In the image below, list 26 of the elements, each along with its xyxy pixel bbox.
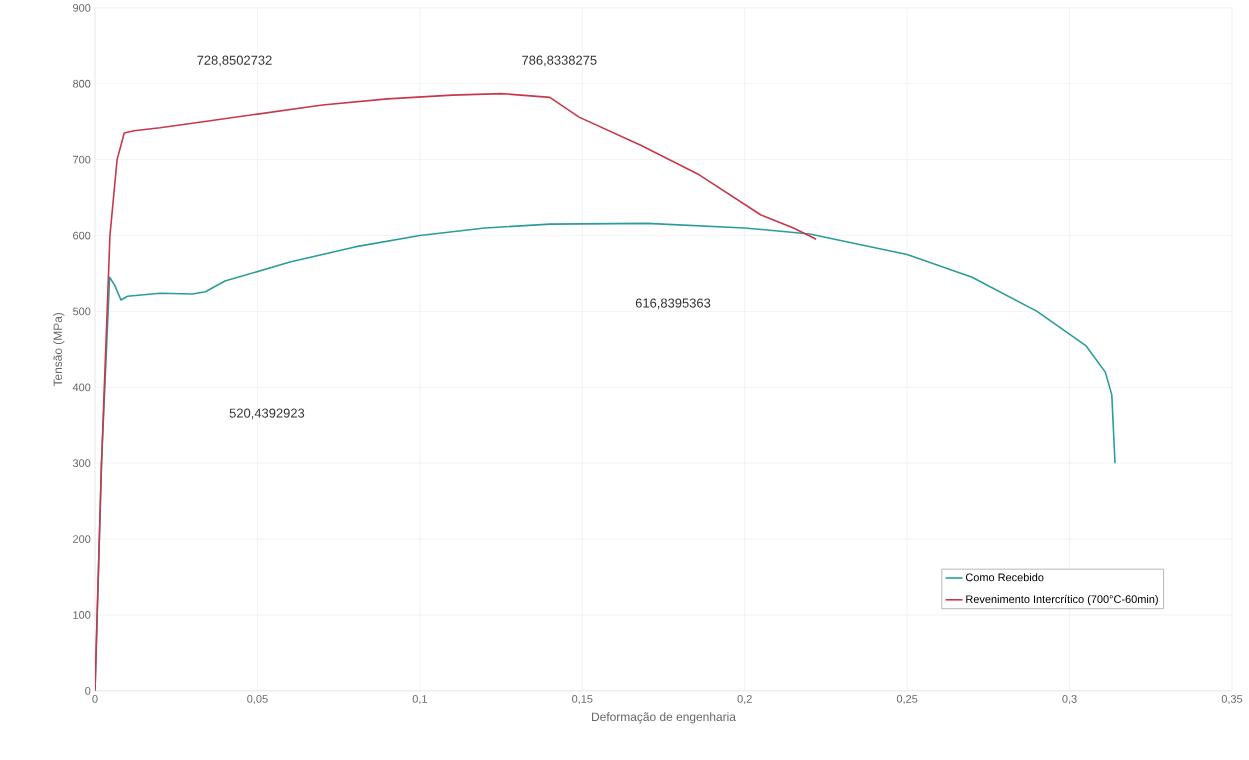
x-tick-label: 0,35	[1221, 695, 1243, 705]
x-tick-label: 0,15	[572, 695, 593, 705]
y-tick-label: 500	[72, 307, 91, 316]
x-tick-label: 0,3	[1062, 695, 1077, 705]
legend-label: Revenimento Intercrítico (700°C-60min)	[966, 594, 1158, 606]
annotation: 520,4392923	[229, 408, 305, 420]
x-tick-label: 0,25	[896, 695, 918, 705]
y-axis-title: Tensão (MPa)	[53, 312, 65, 387]
x-tick-label: 0,1	[412, 695, 427, 705]
x-tick-label: 0,2	[737, 695, 752, 705]
y-tick-label: 300	[72, 459, 91, 468]
x-axis-title: Deformação de engenharia	[592, 712, 736, 724]
legend-label: Como Recebido	[965, 573, 1044, 582]
y-tick-label: 800	[73, 79, 91, 88]
annotation: 616,8395363	[635, 298, 711, 310]
y-tick-label: 0	[85, 687, 91, 695]
y-tick-label: 200	[73, 535, 91, 544]
annotation: 728,8502732	[197, 55, 272, 67]
y-tick-label: 700	[73, 155, 91, 164]
y-tick-label: 600	[73, 231, 91, 240]
annotation: 786,8338275	[522, 55, 597, 67]
y-tick-label: 100	[73, 611, 91, 619]
y-tick-label: 400	[72, 383, 91, 392]
y-tick-label: 900	[73, 4, 91, 12]
x-tick-label: 0	[92, 695, 98, 703]
x-tick-label: 0,05	[247, 695, 268, 705]
